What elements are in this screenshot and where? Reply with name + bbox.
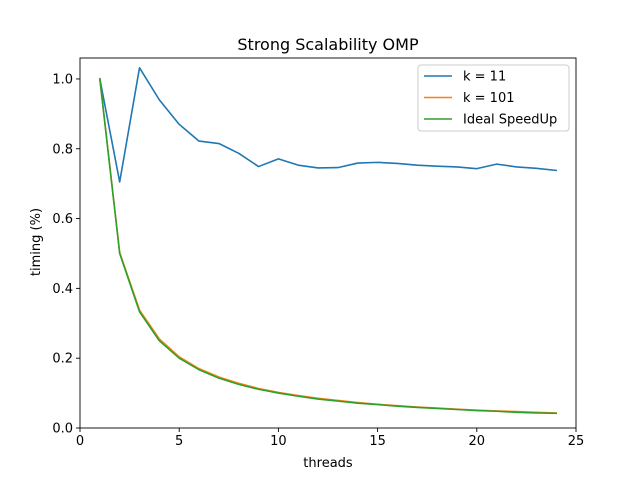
x-tick-label: 25	[568, 434, 585, 449]
legend: k = 11 k = 101 Ideal SpeedUp	[417, 64, 570, 132]
y-axis-title: timing (%)	[29, 208, 44, 276]
plot-area	[98, 66, 558, 415]
legend-label-1: k = 101	[463, 91, 515, 106]
series-line-0	[98, 66, 558, 183]
legend-box	[417, 64, 570, 132]
x-tick-label: 15	[369, 434, 386, 449]
y-tick-label: 0.6	[52, 212, 73, 227]
y-tick-label: 0.0	[52, 422, 73, 437]
legend-label-2: Ideal SpeedUp	[463, 113, 557, 128]
axes: 0 5 10 15 20 25 0.0 0.2 0.4 0.6 0.8 1.0	[52, 57, 585, 449]
x-axis-title: threads	[303, 456, 353, 471]
x-tick-label: 10	[270, 434, 287, 449]
chart-title: Strong Scalability OMP	[237, 35, 419, 54]
y-tick-label: 0.8	[52, 142, 73, 157]
y-tick-label: 0.2	[52, 352, 73, 367]
x-tick-label: 5	[175, 434, 183, 449]
y-tick-label: 0.4	[52, 282, 73, 297]
axes-frame	[79, 57, 577, 429]
legend-label-0: k = 11	[463, 70, 506, 85]
x-tick-label: 20	[469, 434, 486, 449]
y-tick-label: 1.0	[52, 72, 73, 87]
x-tick-label: 0	[76, 434, 84, 449]
series-line-2	[98, 78, 557, 415]
